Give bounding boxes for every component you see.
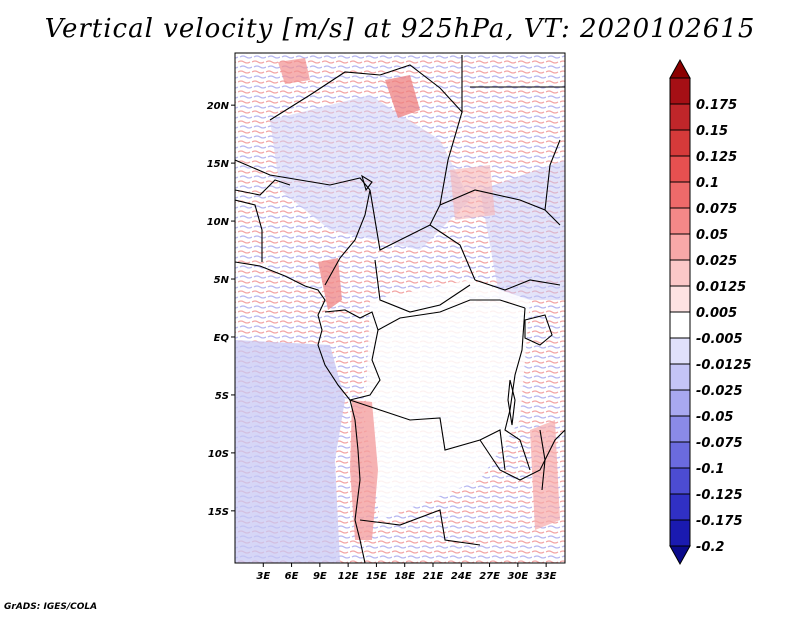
colorbar-label: -0.125 bbox=[696, 488, 743, 503]
colorbar-swatch bbox=[669, 311, 691, 339]
colorbar-label: -0.1 bbox=[696, 462, 724, 477]
colorbar-label: -0.0125 bbox=[696, 358, 752, 373]
colorbar-label: -0.05 bbox=[696, 410, 733, 425]
colorbar-label: -0.175 bbox=[696, 514, 743, 529]
border-algeria-niger bbox=[269, 71, 381, 121]
colorbar-swatch bbox=[669, 77, 691, 105]
lat-tick-label: 20N bbox=[207, 101, 230, 112]
colorbar-bottom-arrow bbox=[669, 545, 691, 566]
grads-credit: GrADS: IGES/COLA bbox=[4, 602, 98, 612]
colorbar-top-arrow bbox=[669, 58, 691, 79]
border-nigeria-cameroon bbox=[324, 189, 371, 286]
field-blue-east bbox=[480, 160, 565, 300]
lake-chad bbox=[361, 174, 373, 192]
field-red-north bbox=[385, 75, 420, 118]
lon-axis: 3E 6E 9E 12E 15E 18E 21E 24E 27E 30E 33E bbox=[256, 563, 557, 582]
colorbar-swatch bbox=[669, 207, 691, 235]
colorbar-swatch bbox=[669, 285, 691, 313]
lon-tick-label: 24E bbox=[451, 571, 472, 582]
colorbar-swatch bbox=[669, 519, 691, 547]
lon-tick-label: 21E bbox=[423, 571, 444, 582]
map-title: Vertical velocity [m/s] at 925hPa, VT: 2… bbox=[44, 14, 756, 44]
field-blue-atlantic bbox=[235, 340, 345, 563]
lat-tick-label: 5N bbox=[214, 275, 230, 286]
colorbar-label: 0.005 bbox=[696, 306, 737, 321]
lat-tick-label: 5S bbox=[215, 391, 229, 402]
lat-axis: 20N 15N 10N 5N EQ 5S 10S 15S bbox=[207, 101, 235, 518]
lon-tick-label: 33E bbox=[536, 571, 557, 582]
colorbar-label: 0.025 bbox=[696, 254, 737, 269]
coastline-west-africa bbox=[235, 261, 366, 563]
lon-tick-label: 12E bbox=[338, 571, 359, 582]
border-sudan bbox=[439, 189, 561, 226]
colorbar-label: 0.0125 bbox=[696, 280, 746, 295]
colorbar-swatch bbox=[669, 493, 691, 521]
lon-tick-label: 18E bbox=[394, 571, 415, 582]
lon-tick-label: 3E bbox=[256, 571, 270, 582]
border-west-africa-inland bbox=[235, 199, 263, 262]
colorbar-label: -0.2 bbox=[696, 540, 724, 555]
field-white-interior bbox=[365, 280, 530, 520]
lon-tick-label: 27E bbox=[479, 571, 500, 582]
colorbar-swatch bbox=[669, 389, 691, 417]
colorbar-label: 0.1 bbox=[696, 176, 719, 191]
colorbar-label: 0.05 bbox=[696, 228, 728, 243]
lake-tanganyika bbox=[507, 379, 516, 426]
lon-tick-label: 30E bbox=[507, 571, 528, 582]
country-borders bbox=[235, 55, 565, 563]
lon-tick-label: 6E bbox=[285, 571, 299, 582]
lat-tick-label: EQ bbox=[214, 333, 230, 344]
colorbar-label: -0.075 bbox=[696, 436, 743, 451]
border-chad-car bbox=[369, 189, 476, 281]
border-burkina bbox=[235, 179, 291, 196]
lat-tick-label: 15N bbox=[207, 159, 230, 170]
field-red-sudan bbox=[450, 165, 495, 220]
colorbar-label: 0.175 bbox=[696, 98, 737, 113]
lat-tick-label: 10S bbox=[208, 449, 229, 460]
colorbar-label: 0.15 bbox=[696, 124, 728, 139]
lat-tick-label: 15S bbox=[208, 507, 229, 518]
colorbar-swatch bbox=[669, 337, 691, 365]
colorbar-swatch bbox=[669, 181, 691, 209]
border-libya-chad bbox=[379, 55, 463, 114]
border-drc-north bbox=[377, 299, 526, 331]
border-niger-south bbox=[235, 159, 371, 191]
map-frame bbox=[234, 52, 566, 564]
border-zambia bbox=[479, 429, 565, 481]
colorbar-swatch bbox=[669, 233, 691, 261]
colorbar-swatch bbox=[669, 259, 691, 287]
colorbar-swatch bbox=[669, 415, 691, 443]
field-red-cameroon bbox=[318, 258, 342, 310]
colorbar-label: -0.025 bbox=[696, 384, 743, 399]
border-chad-east bbox=[429, 111, 463, 226]
lake-victoria bbox=[524, 314, 553, 346]
field-blue-sahel bbox=[270, 95, 470, 250]
field-red-topleft bbox=[278, 58, 310, 84]
field-red-rift bbox=[530, 420, 560, 530]
colorbar-swatch bbox=[669, 467, 691, 495]
lon-tick-label: 9E bbox=[313, 571, 327, 582]
colorbar-label: 0.075 bbox=[696, 202, 737, 217]
border-angola-south bbox=[359, 509, 481, 546]
lake-malawi bbox=[539, 429, 546, 491]
colorbar-swatch bbox=[669, 363, 691, 391]
colorbar-swatch bbox=[669, 441, 691, 469]
colorbar-swatch bbox=[669, 129, 691, 157]
colorbar: 0.175 0.15 0.125 0.1 0.075 0.05 0.025 0.0125 0.0… bbox=[669, 58, 752, 566]
border-angola-drc bbox=[349, 399, 506, 471]
lon-tick-label: 15E bbox=[366, 571, 387, 582]
colorbar-swatch bbox=[669, 103, 691, 131]
lat-tick-label: 10N bbox=[207, 217, 230, 228]
border-car-south bbox=[374, 259, 471, 313]
colorbar-label: -0.005 bbox=[696, 332, 743, 347]
colorbar-label: 0.125 bbox=[696, 150, 737, 165]
colorbar-swatch bbox=[669, 155, 691, 183]
border-south-sudan bbox=[474, 279, 561, 291]
border-ethiopia bbox=[544, 139, 561, 211]
